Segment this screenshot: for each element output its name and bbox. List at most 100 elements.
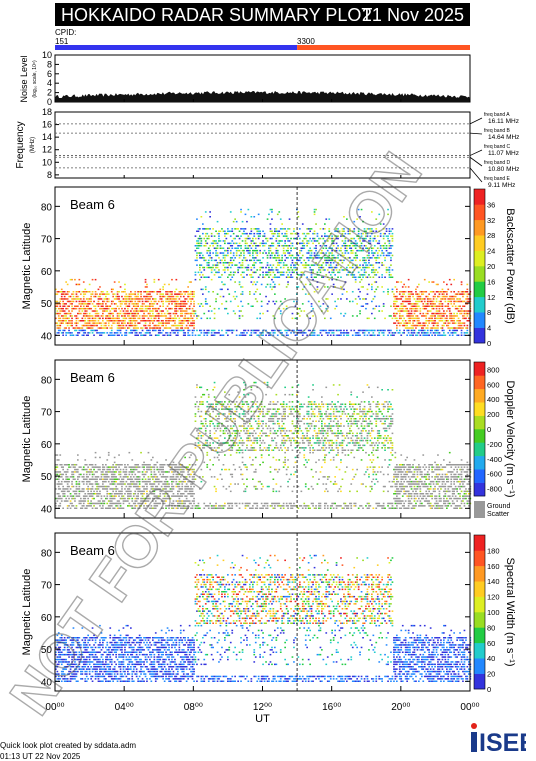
scatter-cell — [351, 271, 354, 274]
scatter-cell — [240, 245, 242, 247]
scatter-cell — [200, 252, 203, 254]
scatter-cell — [400, 303, 403, 305]
scatter-cell — [110, 334, 113, 336]
scatter-cell — [152, 478, 154, 480]
scatter-cell — [71, 293, 73, 295]
scatter-cell — [77, 327, 79, 329]
scatter-cell — [85, 480, 88, 483]
scatter-cell — [191, 495, 194, 497]
scatter-cell — [124, 493, 126, 495]
scatter-cell — [105, 480, 107, 483]
scatter-cell — [127, 478, 129, 480]
scatter-cell — [193, 327, 195, 329]
scatter-cell — [78, 298, 81, 300]
scatter-cell — [372, 264, 375, 266]
scatter-cell — [238, 230, 241, 232]
scatter-cell — [66, 505, 69, 507]
scatter-cell — [271, 237, 273, 240]
scatter-cell — [227, 247, 229, 249]
scatter-cell — [206, 232, 209, 235]
scatter-cell — [316, 274, 319, 276]
scatter-cell — [90, 298, 92, 300]
scatter-cell — [88, 502, 91, 505]
scatter-cell — [140, 493, 142, 495]
scatter-cell — [332, 329, 335, 332]
scatter-cell — [138, 471, 141, 473]
scatter-cell — [268, 249, 270, 252]
scatter-cell — [390, 305, 392, 307]
scatter-cell — [398, 332, 401, 334]
scatter-cell — [252, 245, 254, 247]
scatter-cell — [57, 291, 60, 293]
scatter-cell — [346, 245, 348, 247]
scatter-cell — [207, 393, 210, 396]
scatter-cell — [391, 235, 394, 237]
scatter-cell — [181, 483, 184, 485]
scatter-cell — [194, 444, 197, 447]
scatter-cell — [93, 300, 95, 303]
scatter-cell — [146, 320, 148, 322]
scatter-cell — [177, 490, 179, 493]
scatter-cell — [72, 307, 75, 310]
scatter-cell — [105, 310, 107, 312]
scatter-cell — [307, 293, 310, 295]
scatter-cell — [448, 298, 451, 300]
scatter-cell — [112, 322, 114, 324]
scatter-cell — [447, 303, 450, 305]
scatter-cell — [116, 478, 119, 480]
scatter-cell — [328, 332, 331, 334]
scatter-cell — [66, 488, 69, 490]
scatter-cell — [134, 298, 137, 300]
scatter-cell — [441, 320, 444, 322]
scatter-cell — [188, 502, 191, 505]
scatter-cell — [57, 485, 60, 488]
scatter-cell — [154, 310, 157, 312]
scatter-cell — [84, 288, 87, 291]
scatter-cell — [185, 320, 188, 322]
scatter-cell — [307, 329, 310, 332]
scatter-cell — [363, 334, 366, 336]
scatter-cell — [388, 232, 391, 235]
scatter-cell — [138, 490, 141, 493]
scatter-cell — [204, 286, 207, 288]
frequency-ylabel-sub: (MHz) — [30, 137, 36, 153]
scatter-cell — [318, 242, 320, 245]
scatter-cell — [266, 310, 269, 312]
scatter-cell — [456, 329, 458, 332]
scatter-cell — [94, 295, 97, 298]
scatter-cell — [265, 237, 267, 240]
scatter-cell — [203, 276, 206, 278]
scatter-cell — [56, 312, 59, 315]
scatter-cell — [234, 281, 236, 283]
scatter-cell — [224, 262, 226, 264]
scatter-cell — [82, 320, 85, 322]
scatter-cell — [282, 266, 285, 269]
scatter-cell — [141, 305, 144, 307]
scatter-cell — [69, 334, 72, 336]
scatter-cell — [105, 322, 107, 324]
scatter-cell — [160, 322, 163, 324]
scatter-cell — [225, 332, 228, 334]
scatter-cell — [243, 257, 245, 259]
scatter-cell — [272, 242, 275, 245]
scatter-cell — [215, 254, 217, 257]
scatter-cell — [157, 483, 160, 485]
scatter-cell — [109, 495, 112, 497]
scatter-cell — [202, 223, 204, 225]
scatter-cell — [100, 473, 103, 476]
scatter-cell — [206, 439, 209, 442]
scatter-cell — [438, 305, 441, 307]
scatter-cell — [172, 493, 175, 495]
scatter-cell — [107, 507, 110, 509]
scatter-cell — [90, 320, 92, 322]
scatter-cell — [241, 259, 244, 262]
scatter-cell — [222, 247, 225, 249]
scatter-cell — [213, 396, 216, 398]
scatter-cell — [400, 291, 403, 293]
scatter-cell — [157, 317, 160, 320]
scatter-cell — [118, 507, 120, 509]
scatter-cell — [328, 264, 331, 266]
scatter-cell — [443, 329, 445, 332]
scatter-cell — [460, 283, 463, 286]
scatter-cell — [322, 303, 325, 305]
